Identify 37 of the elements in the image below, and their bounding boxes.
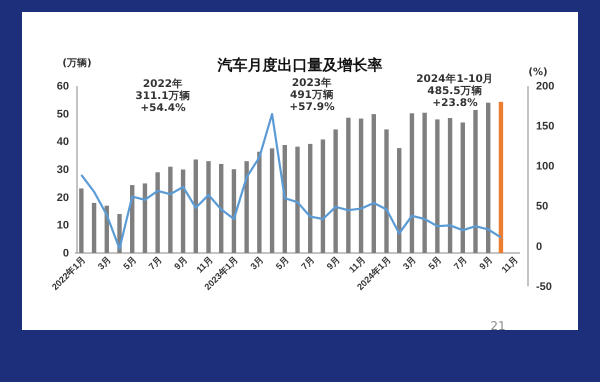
y-tick-label: 40 (56, 136, 69, 148)
annotation: 2023年 491万辆 +57.9% (289, 76, 336, 113)
x-tick-label: 3月 (401, 254, 418, 272)
y-axis-title: (万辆) (62, 57, 92, 69)
y-tick-label: 30 (56, 164, 69, 176)
y2-tick-label: 50 (536, 200, 548, 213)
x-tick-label: 7月 (299, 254, 316, 272)
x-tick-label: 3月 (96, 254, 113, 272)
y2-tick-label: 200 (536, 80, 554, 93)
y-tick-label: 20 (56, 192, 69, 204)
annotation: 2024年1-10月 485.5万辆 +23.8% (416, 72, 494, 109)
y-tick-label: 0 (62, 248, 69, 260)
x-tick-label: 7月 (146, 254, 164, 272)
text: 21 (490, 319, 506, 333)
x-tick-label: 9月 (477, 254, 494, 272)
line-series (80, 112, 502, 250)
x-tick-label: 11月 (194, 254, 215, 275)
y2-tick-label: 0 (536, 240, 542, 253)
x-tick-label: 5月 (426, 254, 444, 272)
y-tick-label: 10 (56, 220, 69, 232)
x-tick-label: 11月 (500, 254, 520, 275)
y2-axis-title: (%) (528, 67, 548, 78)
x-tick-label: 5月 (274, 254, 291, 272)
y2-tick-label: -50 (536, 280, 552, 293)
x-tick-label: 5月 (121, 254, 138, 272)
bar (498, 102, 504, 253)
y-tick-label: 60 (56, 80, 69, 93)
chart-title: 汽车月度出口量及增长率 (216, 56, 382, 74)
x-tick-label: 9月 (324, 254, 342, 272)
x-tick-label: 9月 (172, 254, 190, 272)
y2-tick-label: 100 (536, 160, 554, 173)
x-tick-label: 11月 (346, 254, 368, 275)
y-tick-label: 50 (56, 108, 69, 120)
x-tick-label: 3月 (248, 254, 266, 272)
y2-tick-label: 150 (536, 120, 554, 133)
x-tick-label: 7月 (452, 254, 469, 272)
annotation: 2022年 311.1万辆 +54.4% (135, 77, 191, 114)
